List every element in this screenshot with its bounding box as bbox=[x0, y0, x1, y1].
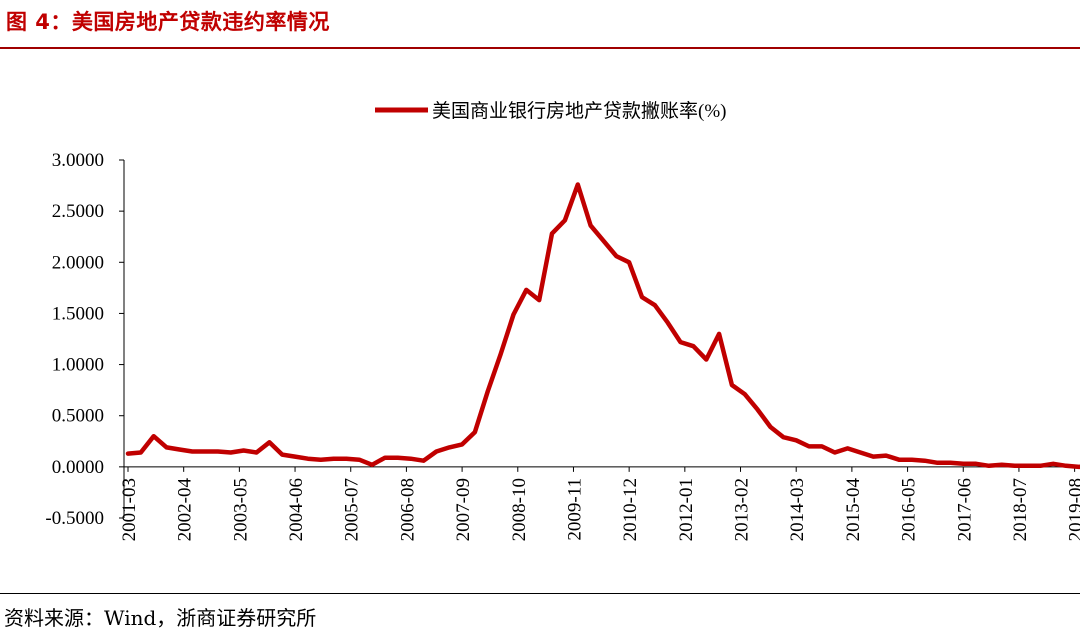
y-tick-label: 0.5000 bbox=[52, 406, 104, 427]
x-tick-label: 2006-08 bbox=[397, 478, 418, 541]
series-line bbox=[125, 182, 1080, 470]
figure-title: 图 4：美国房地产贷款违约率情况 bbox=[6, 10, 330, 34]
y-tick-label: 1.5000 bbox=[52, 303, 104, 324]
x-tick-label: 2013-02 bbox=[732, 478, 753, 541]
chart-legend: 美国商业银行房地产贷款撇账率(%) bbox=[375, 100, 726, 122]
x-tick-label: 2019-08 bbox=[1066, 478, 1080, 541]
x-tick-label: 2002-04 bbox=[175, 478, 196, 542]
legend-label: 美国商业银行房地产贷款撇账率(%) bbox=[432, 100, 726, 122]
x-tick-label: 2004-06 bbox=[286, 478, 307, 541]
x-tick-label: 2009-11 bbox=[564, 478, 585, 541]
x-tick-label: 2018-07 bbox=[1010, 478, 1031, 541]
x-tick-label: 2017-06 bbox=[954, 478, 975, 541]
x-tick-label: 2005-07 bbox=[342, 478, 363, 541]
x-axis: 2001-03 2002-04 2003-05 2004-06 2005-07 2006-… bbox=[119, 466, 1080, 542]
x-tick-label: 2010-12 bbox=[620, 478, 641, 541]
y-tick-label: 2.5000 bbox=[52, 201, 104, 222]
y-tick-label: 2.0000 bbox=[52, 252, 104, 273]
x-tick-label: 2015-04 bbox=[843, 478, 864, 542]
x-tick-label: 2012-01 bbox=[676, 478, 697, 541]
y-tick-label: 3.0000 bbox=[52, 150, 104, 171]
y-tick-label: 0.0000 bbox=[52, 457, 104, 478]
x-tick-label: 2007-09 bbox=[453, 478, 474, 541]
y-tick-label: -0.5000 bbox=[45, 508, 104, 529]
x-tick-label: 2016-05 bbox=[899, 478, 920, 541]
source-note: 资料来源：Wind，浙商证券研究所 bbox=[4, 606, 317, 630]
x-tick-label: 2001-03 bbox=[119, 478, 140, 541]
y-tick-label: 1.0000 bbox=[52, 355, 104, 376]
footer-rule bbox=[0, 593, 1080, 594]
line-chart: 美国商业银行房地产贷款撇账率(%) 3.0000 2.5000 2.0000 1.50… bbox=[45, 100, 1080, 542]
x-tick-label: 2014-03 bbox=[787, 478, 808, 541]
x-tick-label: 2003-05 bbox=[230, 478, 251, 541]
title-rule bbox=[0, 47, 1080, 49]
y-axis: 3.0000 2.5000 2.0000 1.5000 1.0000 0.5000 0.00… bbox=[45, 150, 125, 529]
x-tick-label: 2008-10 bbox=[509, 478, 530, 541]
